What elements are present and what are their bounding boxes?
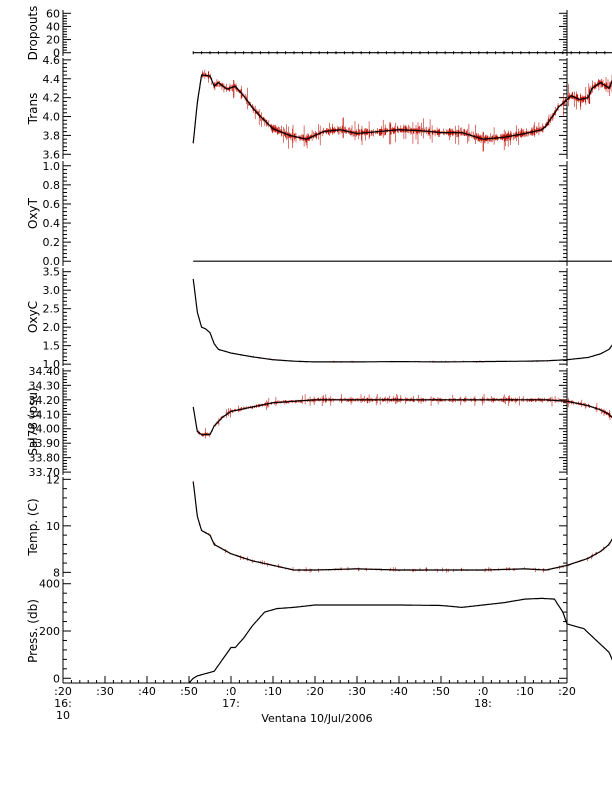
x-tick-label: :30 xyxy=(96,685,114,698)
y-tick-label: 0.4 xyxy=(43,217,61,230)
series-trans xyxy=(192,74,612,144)
y-tick-label: 8 xyxy=(53,566,60,579)
y-tick-label: 3.6 xyxy=(43,148,61,161)
y-tick-label: 0.2 xyxy=(43,236,61,249)
time-axis: :2016:10:30:40:50:017::10:20:30:40:50:01… xyxy=(54,676,576,722)
panel-trans: 4.6 4.4 4.2 4.0 3.8 3.6 Trans xyxy=(26,54,612,161)
y-tick-label: 3.8 xyxy=(43,129,61,142)
y-tick-label: 34.30 xyxy=(29,379,61,392)
y-tick-label: 0.6 xyxy=(43,198,61,211)
y-tick-label: 20 xyxy=(46,34,60,47)
y-tick-label: 4.4 xyxy=(43,73,61,86)
x-tick-label: :0 xyxy=(478,685,489,698)
x-tick-hour-label: 17: xyxy=(222,697,240,710)
series-sal-noise xyxy=(192,394,612,439)
y-tick-label: 400 xyxy=(39,578,60,591)
y-axis-label: OxyC xyxy=(26,301,40,333)
y-tick-label: 33.90 xyxy=(29,437,61,450)
series-oxyc-noise xyxy=(192,278,612,363)
y-tick-label: 34.40 xyxy=(29,365,61,378)
y-tick-label: 40 xyxy=(46,20,60,33)
x-tick-label: :40 xyxy=(138,685,156,698)
y-tick-label: 10 xyxy=(46,520,60,533)
y-tick-label: 0.0 xyxy=(43,255,61,268)
y-tick-label: 1.0 xyxy=(43,358,61,371)
y-tick-label: 34.10 xyxy=(29,408,61,421)
series-oxyc xyxy=(192,279,612,363)
y-tick-label: 2.5 xyxy=(43,303,61,316)
series-trans-noise xyxy=(192,69,612,152)
panel-oxyt: 1.0 0.8 0.6 0.4 0.2 0.0 OxyT xyxy=(26,160,612,268)
y-tick-label: 3.5 xyxy=(43,266,61,279)
x-tick-label: :50 xyxy=(432,685,450,698)
y-tick-label: 12 xyxy=(46,473,60,486)
y-axis-label: Temp. (C) xyxy=(26,498,40,556)
y-tick-label: 4.0 xyxy=(43,111,61,124)
y-tick-label: 60 xyxy=(46,7,60,20)
x-tick-label: :20 xyxy=(54,685,72,698)
x-tick-hour-label: 18: xyxy=(474,697,492,710)
y-tick-label: 3.0 xyxy=(43,284,61,297)
y-tick-label: 200 xyxy=(39,625,60,638)
y-tick-label: 34.00 xyxy=(29,423,61,436)
y-tick-label: 4.2 xyxy=(43,92,61,105)
x-tick-label: :0 xyxy=(226,685,237,698)
y-axis-label: Trans xyxy=(26,93,40,126)
y-tick-label: 2.0 xyxy=(43,321,61,334)
y-axis-label: Press. (db) xyxy=(26,599,40,663)
x-tick-label: :20 xyxy=(306,685,324,698)
y-tick-label: 0 xyxy=(53,47,60,60)
x-axis-caption: Ventana 10/Jul/2006 xyxy=(261,712,372,725)
y-axis-label: OxyT xyxy=(26,197,40,229)
x-tick-label: :40 xyxy=(390,685,408,698)
panel-press: 400 200 0 Press. (db) xyxy=(26,578,612,685)
y-tick-label: 0.8 xyxy=(43,179,61,192)
y-tick-label: 33.80 xyxy=(29,452,61,465)
y-tick-label: 1.0 xyxy=(43,160,61,173)
series-press xyxy=(188,597,612,684)
series-temp xyxy=(192,481,612,571)
x-tick-label: :50 xyxy=(180,685,198,698)
panel-temp: 12 10 8 Temp. (C) xyxy=(26,473,612,579)
y-axis-label: Sal78 (psu) xyxy=(26,387,40,455)
y-tick-label: 34.20 xyxy=(29,394,61,407)
y-tick-label: 1.5 xyxy=(43,340,61,353)
y-axis-label: Dropouts xyxy=(26,6,40,61)
y-tick-label: 0 xyxy=(53,672,60,685)
x-tick-label: :20 xyxy=(558,685,576,698)
y-tick-label: 4.6 xyxy=(43,54,61,67)
x-tick-label: :30 xyxy=(348,685,366,698)
x-tick-day-label: 10 xyxy=(56,709,70,722)
series-sal xyxy=(192,399,612,436)
x-tick-hour-label: 16: xyxy=(54,697,72,710)
panel-oxyc: 3.5 3.0 2.5 2.0 1.5 1.0 OxyC xyxy=(26,266,612,371)
y-tick-label: 33.70 xyxy=(29,466,61,479)
x-tick-label: :10 xyxy=(516,685,534,698)
series-temp-noise xyxy=(192,481,612,573)
x-tick-label: :10 xyxy=(264,685,282,698)
